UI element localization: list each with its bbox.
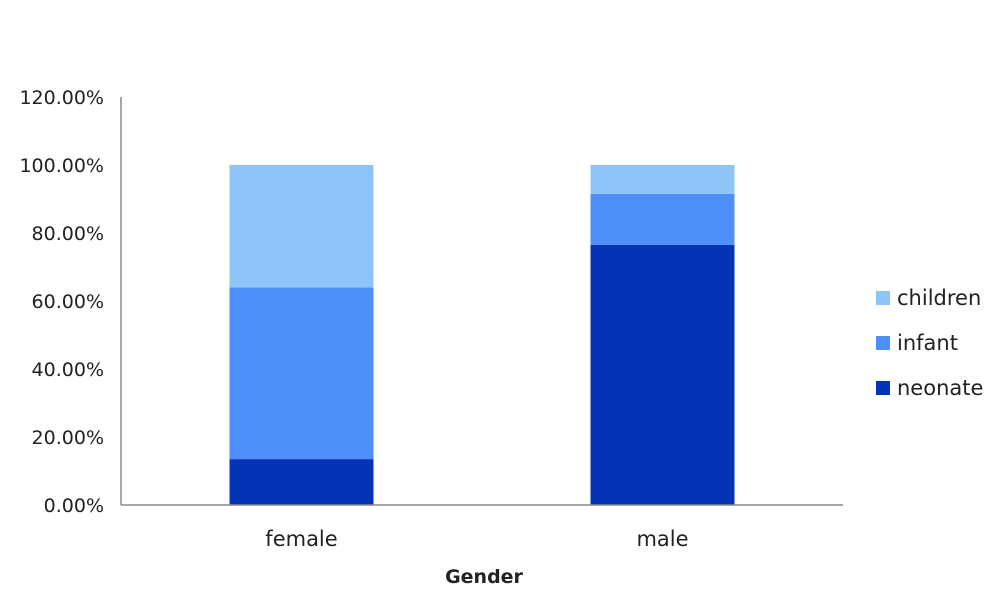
x-axis-title: Gender <box>445 566 523 588</box>
bar-male-neonate <box>590 244 735 505</box>
bar-male-children <box>590 165 735 194</box>
x-tick-label: male <box>636 527 688 551</box>
legend: children infant neonate <box>876 286 983 400</box>
bar-female-children <box>229 165 374 288</box>
y-axis-ticks: 0.00% 20.00% 40.00% 60.00% 80.00% 100.00% 120.… <box>19 87 104 517</box>
bar-female-infant <box>229 287 374 460</box>
bars <box>229 165 735 505</box>
legend-label-neonate: neonate <box>897 376 983 400</box>
y-tick-label: 40.00% <box>32 359 104 381</box>
bar-male-infant <box>590 193 735 245</box>
x-axis-labels: female male <box>265 527 688 551</box>
legend-swatch-infant <box>876 336 890 350</box>
legend-swatch-children <box>876 291 890 305</box>
bar-female-neonate <box>229 459 374 505</box>
legend-label-children: children <box>897 286 981 310</box>
legend-swatch-neonate <box>876 381 890 395</box>
y-tick-label: 0.00% <box>44 495 104 517</box>
y-tick-label: 60.00% <box>32 291 104 313</box>
y-tick-label: 120.00% <box>19 87 104 109</box>
legend-label-infant: infant <box>897 331 958 355</box>
y-tick-label: 20.00% <box>32 427 104 449</box>
y-tick-label: 80.00% <box>32 223 104 245</box>
x-tick-label: female <box>265 527 337 551</box>
y-tick-label: 100.00% <box>19 155 104 177</box>
